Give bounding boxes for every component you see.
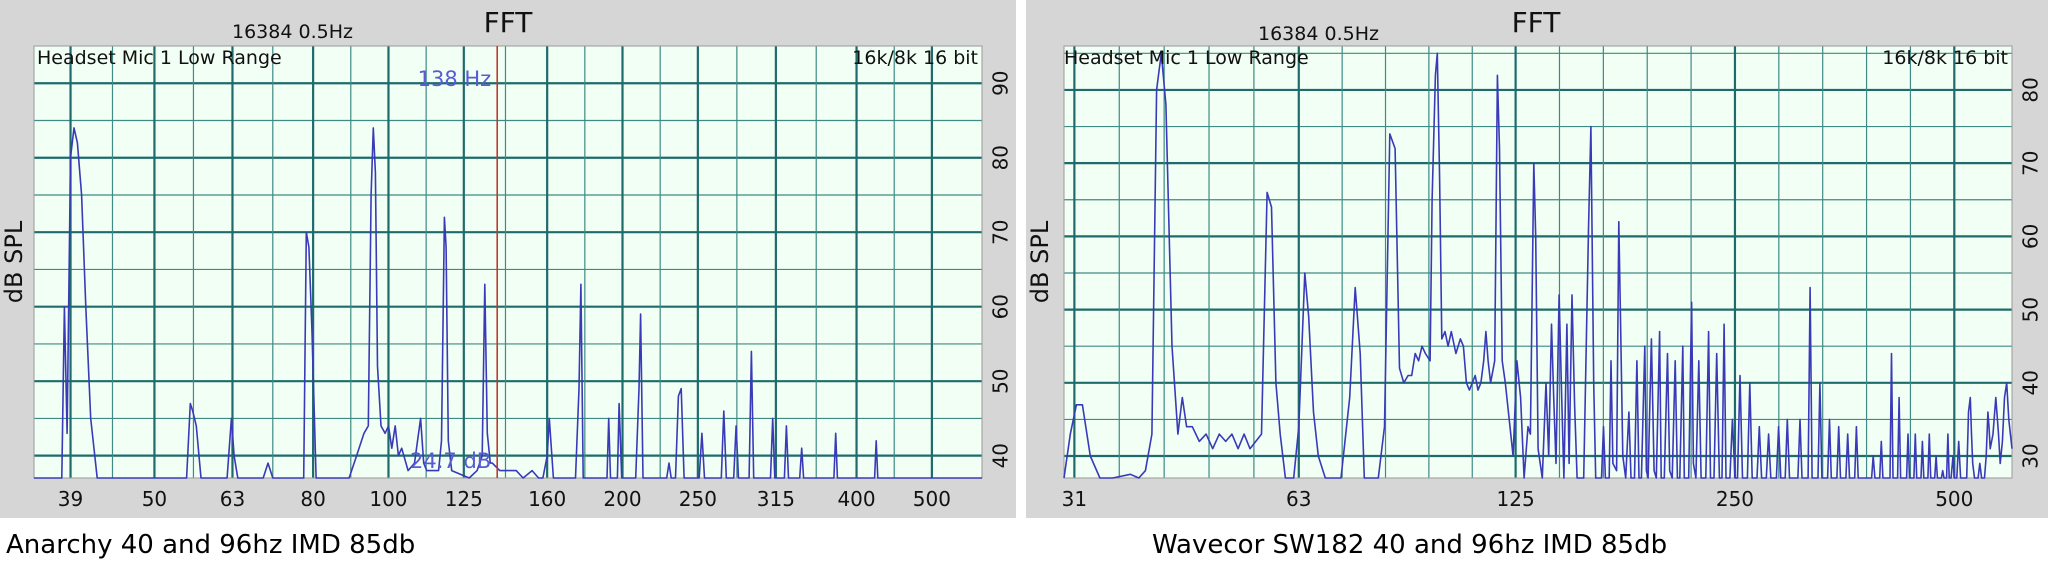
x-tick-label: 200	[603, 487, 641, 511]
y-tick-label: 50	[2019, 297, 2043, 322]
y-tick-label: 30	[2019, 443, 2043, 468]
fft-chart-wavecor: FFT 16384 0.5Hz Headset Mic 1 Low Range …	[1026, 0, 2048, 518]
fft-info: 16384 0.5Hz	[1258, 23, 1379, 45]
cursor-level-label: 24.7 dB	[410, 449, 491, 473]
x-tick-label: 80	[300, 487, 325, 511]
x-tick-label: 100	[369, 487, 407, 511]
cursor: 138 Hz 24.7 dB	[410, 46, 499, 478]
chart-title: FFT	[1512, 6, 1562, 39]
x-tick-label: 50	[142, 487, 167, 511]
trace	[34, 127, 982, 479]
y-tick-label: 70	[989, 219, 1013, 244]
fft-chart-anarchy: 138 Hz 24.7 dB FFT 16384 0.5Hz Headset Mi…	[0, 0, 1016, 518]
source-label: Headset Mic 1 Low Range	[1064, 47, 1309, 69]
plot-border	[33, 45, 983, 479]
x-tick-label: 250	[679, 487, 717, 511]
grid	[33, 45, 983, 479]
y-axis-label: dB SPL	[0, 220, 28, 303]
plot-area	[34, 46, 982, 478]
y-tick-label: 40	[2019, 370, 2043, 395]
fft-panel-wavecor: FFT 16384 0.5Hz Headset Mic 1 Low Range …	[1026, 0, 2048, 518]
fft-trace-line	[34, 127, 982, 479]
format-label: 16k/8k 16 bit	[852, 47, 978, 69]
x-tick-label: 125	[445, 487, 483, 511]
x-tick-label: 400	[837, 487, 875, 511]
y-tick-label: 80	[2019, 77, 2043, 102]
y-tick-label: 40	[989, 443, 1013, 468]
x-tick-label: 63	[1286, 487, 1311, 511]
fft-info: 16384 0.5Hz	[232, 21, 353, 43]
y-tick-label: 90	[989, 70, 1013, 95]
x-tick-label: 63	[220, 487, 245, 511]
x-tick-label: 500	[1935, 487, 1973, 511]
trace	[1063, 52, 2013, 479]
fft-trace-line	[1063, 52, 2013, 479]
x-tick-label: 39	[58, 487, 83, 511]
format-label: 16k/8k 16 bit	[1882, 47, 2008, 69]
x-axis-ticks: 31 63 125 250 500	[1062, 487, 1974, 511]
x-tick-label: 250	[1716, 487, 1754, 511]
x-tick-label: 500	[913, 487, 951, 511]
source-label: Headset Mic 1 Low Range	[37, 47, 282, 69]
x-tick-label: 315	[757, 487, 795, 511]
grid	[1063, 45, 2013, 479]
x-tick-label: 160	[528, 487, 566, 511]
y-tick-label: 50	[989, 368, 1013, 393]
y-axis-label: dB SPL	[1026, 220, 1054, 303]
y-axis-ticks: 30 40 50 60 70 80	[2019, 77, 2043, 469]
y-tick-label: 60	[2019, 224, 2043, 249]
chart-title: FFT	[484, 6, 534, 39]
caption-wavecor: Wavecor SW182 40 and 96hz IMD 85db	[1152, 530, 1668, 560]
cursor-frequency-label: 138 Hz	[418, 67, 492, 91]
x-axis-ticks: 39 50 63 80 100 125 160 200 250 315 400 500	[58, 487, 951, 511]
y-axis-ticks: 40 50 60 70 80 90	[989, 70, 1013, 468]
x-tick-label: 125	[1497, 487, 1535, 511]
x-tick-label: 31	[1062, 487, 1087, 511]
plot-border	[1063, 45, 2013, 479]
y-tick-label: 80	[989, 145, 1013, 170]
y-tick-label: 70	[2019, 150, 2043, 175]
caption-anarchy: Anarchy 40 and 96hz IMD 85db	[6, 530, 416, 560]
fft-panel-anarchy: 138 Hz 24.7 dB FFT 16384 0.5Hz Headset Mi…	[0, 0, 1016, 518]
y-tick-label: 60	[989, 294, 1013, 319]
